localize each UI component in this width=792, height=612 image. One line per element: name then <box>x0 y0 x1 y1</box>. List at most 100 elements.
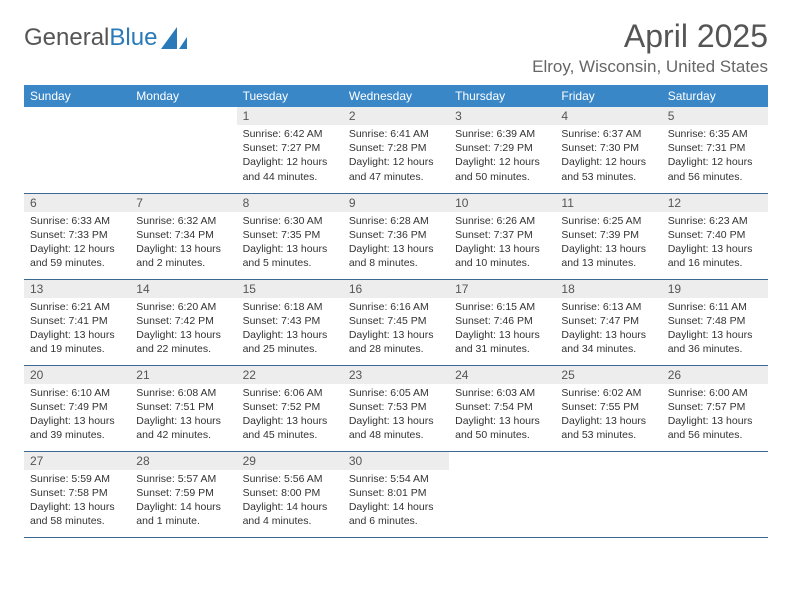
day-line: Daylight: 13 hours <box>136 414 230 428</box>
day-line: and 50 minutes. <box>455 428 549 442</box>
day-details: Sunrise: 5:57 AMSunset: 7:59 PMDaylight:… <box>130 470 236 533</box>
day-line: Sunset: 7:33 PM <box>30 228 124 242</box>
day-line: Daylight: 13 hours <box>668 328 762 342</box>
day-details: Sunrise: 6:10 AMSunset: 7:49 PMDaylight:… <box>24 384 130 447</box>
day-cell: 11Sunrise: 6:25 AMSunset: 7:39 PMDayligh… <box>555 193 661 279</box>
day-line: Sunrise: 6:42 AM <box>243 127 337 141</box>
day-line: and 58 minutes. <box>30 514 124 528</box>
day-number: 3 <box>449 107 555 125</box>
day-cell: 29Sunrise: 5:56 AMSunset: 8:00 PMDayligh… <box>237 451 343 537</box>
day-line: and 28 minutes. <box>349 342 443 356</box>
day-cell: 10Sunrise: 6:26 AMSunset: 7:37 PMDayligh… <box>449 193 555 279</box>
day-line: and 53 minutes. <box>561 428 655 442</box>
day-cell: 8Sunrise: 6:30 AMSunset: 7:35 PMDaylight… <box>237 193 343 279</box>
day-line: Sunset: 7:40 PM <box>668 228 762 242</box>
day-details: Sunrise: 5:59 AMSunset: 7:58 PMDaylight:… <box>24 470 130 533</box>
day-cell: 3Sunrise: 6:39 AMSunset: 7:29 PMDaylight… <box>449 107 555 193</box>
day-line: Daylight: 13 hours <box>349 242 443 256</box>
day-number: 4 <box>555 107 661 125</box>
day-line: Sunrise: 6:13 AM <box>561 300 655 314</box>
day-number: 24 <box>449 366 555 384</box>
day-details: Sunrise: 6:23 AMSunset: 7:40 PMDaylight:… <box>662 212 768 275</box>
day-cell: 21Sunrise: 6:08 AMSunset: 7:51 PMDayligh… <box>130 365 236 451</box>
day-line: Sunset: 7:39 PM <box>561 228 655 242</box>
day-number: 5 <box>662 107 768 125</box>
day-details: Sunrise: 6:08 AMSunset: 7:51 PMDaylight:… <box>130 384 236 447</box>
day-number: 18 <box>555 280 661 298</box>
day-line: and 44 minutes. <box>243 170 337 184</box>
day-line: Daylight: 13 hours <box>243 328 337 342</box>
day-line: Daylight: 12 hours <box>349 155 443 169</box>
day-line: Sunrise: 6:02 AM <box>561 386 655 400</box>
day-line: Sunset: 7:43 PM <box>243 314 337 328</box>
day-line: Sunrise: 6:35 AM <box>668 127 762 141</box>
day-cell: 16Sunrise: 6:16 AMSunset: 7:45 PMDayligh… <box>343 279 449 365</box>
day-line: Sunrise: 6:23 AM <box>668 214 762 228</box>
day-line: Sunrise: 6:26 AM <box>455 214 549 228</box>
day-details: Sunrise: 6:05 AMSunset: 7:53 PMDaylight:… <box>343 384 449 447</box>
day-details: Sunrise: 6:03 AMSunset: 7:54 PMDaylight:… <box>449 384 555 447</box>
day-number: 21 <box>130 366 236 384</box>
day-line: Sunrise: 5:57 AM <box>136 472 230 486</box>
day-line: Sunrise: 6:33 AM <box>30 214 124 228</box>
day-number: 9 <box>343 194 449 212</box>
calendar-table: Sunday Monday Tuesday Wednesday Thursday… <box>24 85 768 538</box>
day-cell: 4Sunrise: 6:37 AMSunset: 7:30 PMDaylight… <box>555 107 661 193</box>
day-cell: 9Sunrise: 6:28 AMSunset: 7:36 PMDaylight… <box>343 193 449 279</box>
day-line: and 13 minutes. <box>561 256 655 270</box>
dayhead-wednesday: Wednesday <box>343 85 449 107</box>
day-line: Sunset: 7:57 PM <box>668 400 762 414</box>
day-details: Sunrise: 5:56 AMSunset: 8:00 PMDaylight:… <box>237 470 343 533</box>
day-cell: 12Sunrise: 6:23 AMSunset: 7:40 PMDayligh… <box>662 193 768 279</box>
day-line: and 16 minutes. <box>668 256 762 270</box>
day-line: Daylight: 14 hours <box>243 500 337 514</box>
day-details: Sunrise: 6:11 AMSunset: 7:48 PMDaylight:… <box>662 298 768 361</box>
day-line: and 19 minutes. <box>30 342 124 356</box>
day-details: Sunrise: 6:15 AMSunset: 7:46 PMDaylight:… <box>449 298 555 361</box>
day-line: Sunrise: 6:41 AM <box>349 127 443 141</box>
day-line: Daylight: 13 hours <box>455 242 549 256</box>
day-line: and 25 minutes. <box>243 342 337 356</box>
day-line: Sunset: 7:46 PM <box>455 314 549 328</box>
day-details: Sunrise: 6:13 AMSunset: 7:47 PMDaylight:… <box>555 298 661 361</box>
empty-cell <box>555 451 661 537</box>
day-cell: 22Sunrise: 6:06 AMSunset: 7:52 PMDayligh… <box>237 365 343 451</box>
empty-cell <box>130 107 236 193</box>
day-cell: 26Sunrise: 6:00 AMSunset: 7:57 PMDayligh… <box>662 365 768 451</box>
day-cell: 13Sunrise: 6:21 AMSunset: 7:41 PMDayligh… <box>24 279 130 365</box>
day-line: Daylight: 13 hours <box>561 414 655 428</box>
day-line: and 45 minutes. <box>243 428 337 442</box>
day-line: Daylight: 13 hours <box>136 328 230 342</box>
day-line: and 2 minutes. <box>136 256 230 270</box>
day-line: Sunset: 7:29 PM <box>455 141 549 155</box>
day-line: Daylight: 12 hours <box>243 155 337 169</box>
day-line: Daylight: 12 hours <box>668 155 762 169</box>
day-details: Sunrise: 6:37 AMSunset: 7:30 PMDaylight:… <box>555 125 661 188</box>
day-number: 15 <box>237 280 343 298</box>
day-line: Sunset: 7:58 PM <box>30 486 124 500</box>
day-line: Daylight: 13 hours <box>561 242 655 256</box>
day-cell: 30Sunrise: 5:54 AMSunset: 8:01 PMDayligh… <box>343 451 449 537</box>
calendar-body: 1Sunrise: 6:42 AMSunset: 7:27 PMDaylight… <box>24 107 768 537</box>
day-number: 28 <box>130 452 236 470</box>
day-line: Sunset: 7:53 PM <box>349 400 443 414</box>
day-line: and 53 minutes. <box>561 170 655 184</box>
day-cell: 5Sunrise: 6:35 AMSunset: 7:31 PMDaylight… <box>662 107 768 193</box>
day-details: Sunrise: 6:30 AMSunset: 7:35 PMDaylight:… <box>237 212 343 275</box>
day-details: Sunrise: 6:00 AMSunset: 7:57 PMDaylight:… <box>662 384 768 447</box>
day-number: 19 <box>662 280 768 298</box>
day-details: Sunrise: 6:26 AMSunset: 7:37 PMDaylight:… <box>449 212 555 275</box>
day-line: Daylight: 13 hours <box>136 242 230 256</box>
day-line: Daylight: 13 hours <box>455 414 549 428</box>
calendar-page: GeneralBlue April 2025 Elroy, Wisconsin,… <box>0 0 792 556</box>
day-cell: 25Sunrise: 6:02 AMSunset: 7:55 PMDayligh… <box>555 365 661 451</box>
day-number: 7 <box>130 194 236 212</box>
day-line: Daylight: 13 hours <box>561 328 655 342</box>
day-cell: 23Sunrise: 6:05 AMSunset: 7:53 PMDayligh… <box>343 365 449 451</box>
day-line: Sunrise: 6:15 AM <box>455 300 549 314</box>
header: GeneralBlue April 2025 Elroy, Wisconsin,… <box>24 18 768 77</box>
day-number: 17 <box>449 280 555 298</box>
day-number: 25 <box>555 366 661 384</box>
day-cell: 7Sunrise: 6:32 AMSunset: 7:34 PMDaylight… <box>130 193 236 279</box>
day-line: Sunrise: 6:21 AM <box>30 300 124 314</box>
